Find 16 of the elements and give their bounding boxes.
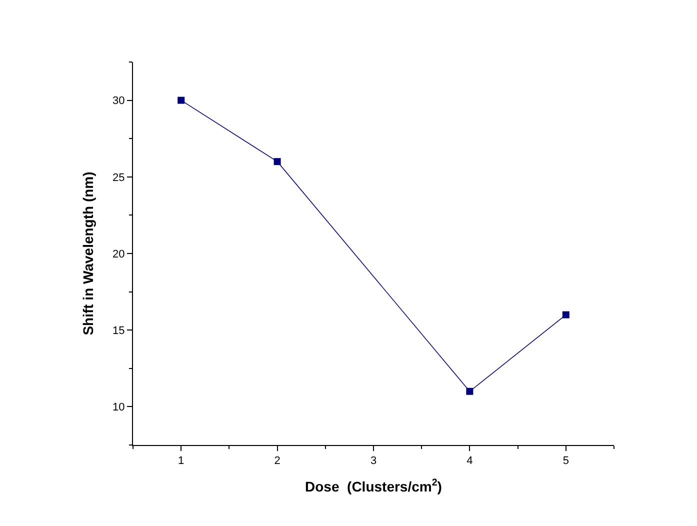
x-tick-label: 4 (466, 455, 473, 468)
y-tick-label: 30 (112, 95, 125, 108)
y-tick-label: 25 (112, 172, 125, 184)
point (178, 96, 185, 104)
point (274, 158, 281, 166)
point (466, 388, 474, 395)
point (562, 311, 570, 318)
x-tick-label: 5 (562, 455, 569, 468)
x-axis-title: Dose (Clusters/cm$^{2}$) (305, 478, 442, 494)
y-tick-label: 15 (112, 324, 125, 337)
y-tick-label: 20 (112, 248, 125, 260)
y-tick-label: 10 (112, 402, 125, 414)
x-tick-label: 3 (370, 455, 377, 468)
y-axis-title: Shift in Wavelength (nm) (80, 172, 96, 336)
x-tick-label: 2 (274, 455, 280, 468)
x-tick-label: 1 (178, 455, 184, 468)
